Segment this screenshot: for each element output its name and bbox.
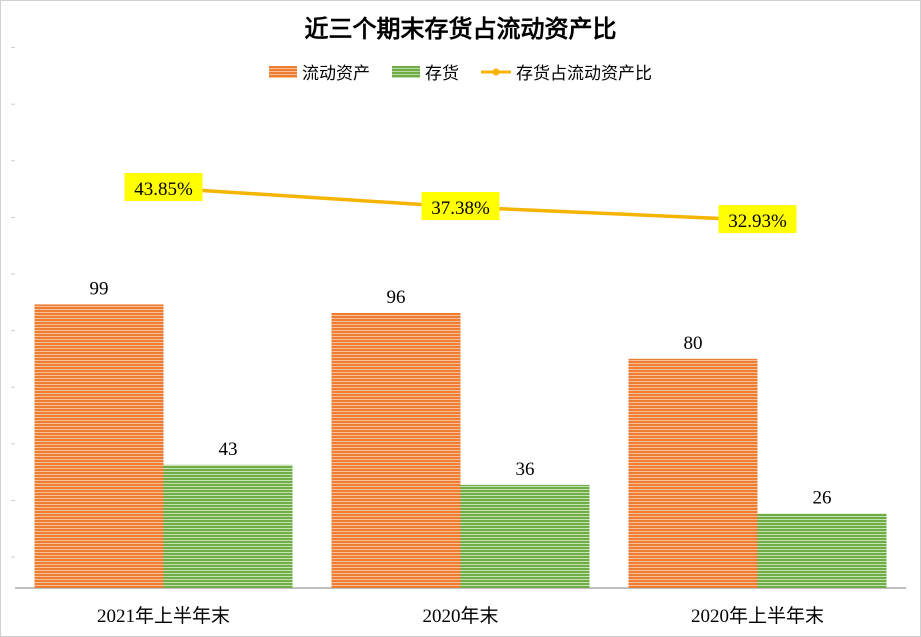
current-assets-bar [34, 304, 164, 588]
chart-title: 近三个期末存货占流动资产比 [304, 14, 617, 43]
ratio-data-label: 37.38% [431, 198, 490, 219]
legend-label: 存货 [425, 64, 459, 84]
legend-label: 流动资产 [302, 64, 370, 84]
ratio-data-label: 32.93% [728, 211, 787, 232]
bar-data-label: 99 [90, 278, 109, 299]
x-tick-label: 2021年上半年末 [97, 605, 230, 627]
x-tick-label: 2020年上半年末 [691, 605, 824, 627]
ratio-label-bg [421, 192, 500, 221]
inventory-bar [757, 513, 887, 588]
inventory-bar [163, 464, 293, 588]
bar-data-label: 36 [516, 459, 535, 480]
bar-data-label: 26 [813, 488, 832, 509]
legend-label: 存货占流动资产比 [516, 64, 652, 84]
ratio-data-label: 43.85% [134, 179, 193, 200]
legend-item-inventory: 存货 [392, 59, 459, 84]
ratio-label-bg [718, 205, 797, 234]
bar-data-label: 96 [387, 287, 406, 308]
bar-data-label: 80 [684, 333, 703, 354]
legend-item-current-assets: 流动资产 [269, 59, 370, 84]
current-assets-bar [331, 312, 461, 588]
legend-item-ratio: 存货占流动资产比 [481, 59, 652, 84]
current-assets-bar [628, 358, 758, 588]
ratio-label-bg [124, 173, 203, 201]
inventory-bar [460, 484, 590, 588]
bar-data-label: 43 [219, 439, 238, 460]
legend: 流动资产 存货 存货占流动资产比 [1, 59, 920, 84]
x-tick-label: 2020年末 [422, 605, 498, 627]
